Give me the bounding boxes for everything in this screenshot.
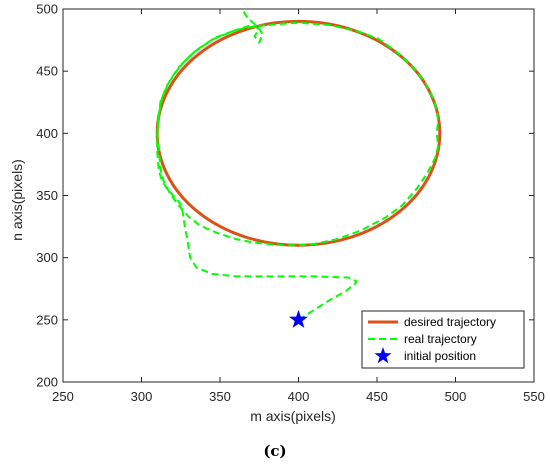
y-tick-label-500: 500 xyxy=(36,2,58,17)
y-tick-label-250: 250 xyxy=(36,312,58,327)
y-tick-label-450: 450 xyxy=(36,64,58,79)
trajectory-chart: 250 300 350 400 450 500 5502002503003504004505… xyxy=(9,2,545,425)
legend: desired trajectory real trajectory initial… xyxy=(361,310,525,369)
x-axis-label: m axis(pixels) xyxy=(250,408,336,424)
x-tick-label-500: 500 xyxy=(445,389,467,404)
figure-caption: (c) xyxy=(263,442,287,460)
series-initial-position-point-0 xyxy=(288,309,309,328)
x-tick-label-250: 250 xyxy=(52,389,74,404)
x-tick-label-350: 350 xyxy=(209,389,231,404)
x-tick-label-450: 450 xyxy=(366,389,388,404)
legend-swatch-initial-position xyxy=(374,347,392,364)
y-axis-label: n axis(pixels) xyxy=(9,159,25,241)
x-tick-label-400: 400 xyxy=(288,389,310,404)
legend-label-real-trajectory: real trajectory xyxy=(404,332,477,346)
legend-label-desired-trajectory: desired trajectory xyxy=(404,315,496,329)
axes: 250 300 350 400 450 500 5502002503003504004505… xyxy=(36,2,545,405)
y-tick-label-400: 400 xyxy=(36,126,58,141)
y-tick-label-350: 350 xyxy=(36,188,58,203)
x-tick-label-550: 550 xyxy=(523,389,545,404)
y-tick-label-300: 300 xyxy=(36,250,58,265)
series-real-trajectory xyxy=(156,9,440,321)
legend-label-initial-position: initial position xyxy=(404,349,476,363)
y-tick-label-200: 200 xyxy=(36,375,58,390)
x-tick-label-300: 300 xyxy=(131,389,153,404)
series-group xyxy=(155,9,442,328)
